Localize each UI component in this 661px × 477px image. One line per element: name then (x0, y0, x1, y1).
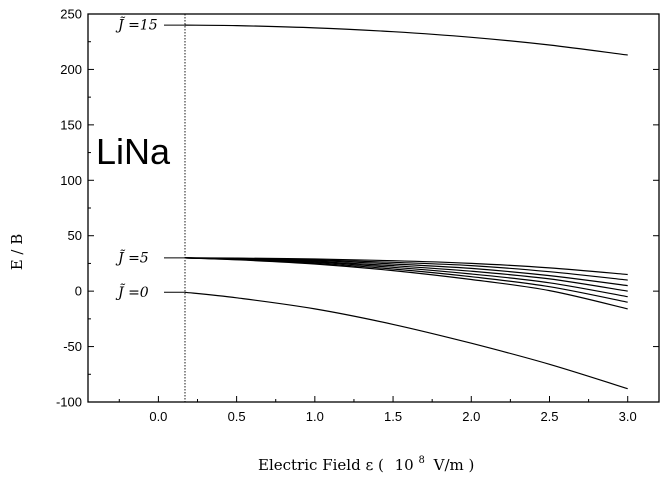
series-line-J15 (184, 24, 628, 56)
x-tick-label: 0.0 (149, 409, 167, 424)
x-tick-label: 2.0 (462, 409, 480, 424)
x-axis-title-main: Electric Field ε ( (258, 456, 384, 474)
curve-label-J0: J̃ =0 (115, 283, 149, 301)
y-tick-label: 100 (60, 173, 82, 188)
series-line-J0 (184, 291, 628, 390)
x-tick-label: 0.5 (228, 409, 246, 424)
y-tick-label: 0 (75, 284, 82, 299)
x-tick-label: 1.0 (306, 409, 324, 424)
y-tick-label: -100 (56, 395, 82, 410)
x-axis-title-exponent: 8 (419, 455, 425, 466)
y-tick-label: 250 (60, 7, 82, 22)
plot-area-frame (87, 13, 660, 403)
x-axis-title-unit: V/m ) (433, 456, 475, 474)
y-tick-label: 150 (60, 117, 82, 132)
molecule-annotation: LiNa (96, 131, 171, 172)
x-axis-title-power-base: 10 (395, 456, 414, 474)
y-axis-title: E / B (8, 234, 26, 271)
x-tick-label: 3.0 (619, 409, 637, 424)
y-tick-label: -50 (63, 339, 82, 354)
y-tick-label: 50 (68, 228, 82, 243)
x-tick-label: 2.5 (540, 409, 558, 424)
y-tick-label: 200 (60, 62, 82, 77)
x-axis-title: Electric Field ε ( 10 8 V/m ) (258, 449, 474, 474)
x-tick-label: 1.5 (384, 409, 402, 424)
curve-label-J5: J̃ =5 (115, 249, 149, 267)
curve-label-J15: J̃ =15 (115, 16, 158, 34)
series-line-J5 (184, 257, 628, 310)
